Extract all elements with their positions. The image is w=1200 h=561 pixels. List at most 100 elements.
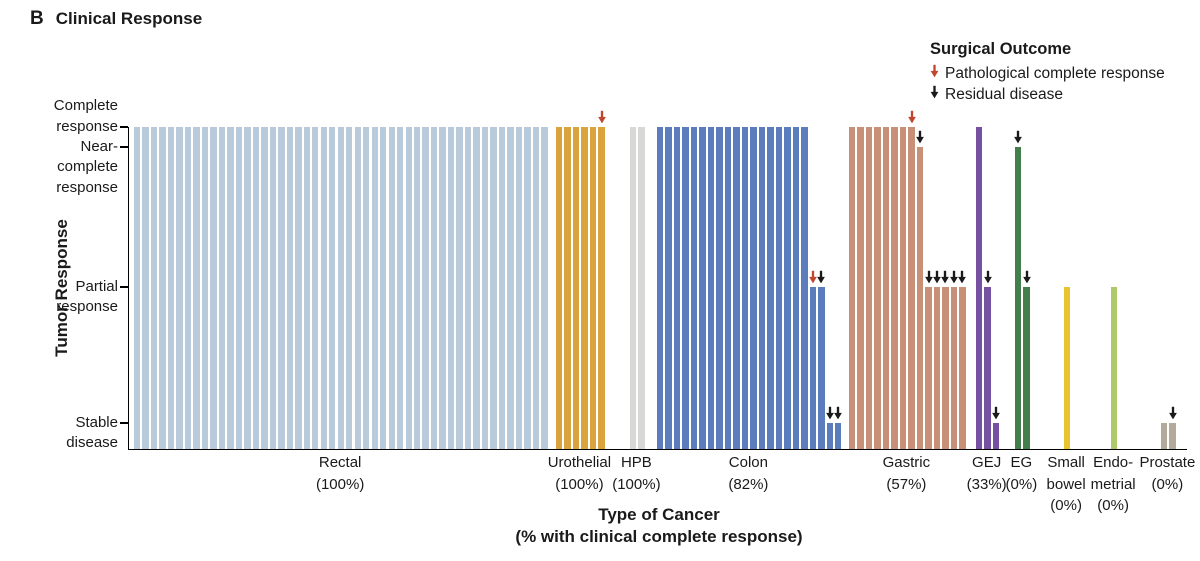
bar-group-small-bowel (1064, 287, 1071, 449)
response-bar-complete (261, 127, 268, 449)
response-bar-complete (767, 127, 774, 449)
response-bar-complete (865, 127, 873, 449)
x-category-label-line: bowel (1046, 475, 1086, 493)
response-bar-complete (201, 127, 209, 449)
down-arrow-icon (930, 64, 939, 78)
response-bar-complete (572, 127, 580, 449)
y-tick-label-line: complete (57, 158, 118, 176)
x-category-label-prostate: Prostate (0%) (1139, 452, 1195, 495)
x-category-label-line: Urothelial (547, 454, 612, 471)
y-tick-near_complete (120, 146, 128, 148)
y-tick-label-line: Stable (75, 413, 118, 431)
surgical-outcome-arrow-black (916, 130, 925, 144)
response-bar-partial (817, 270, 826, 449)
response-bar-complete (269, 127, 277, 449)
response-bar-complete (286, 127, 294, 449)
response-bar-complete (724, 127, 732, 449)
response-bar-partial (950, 270, 958, 449)
response-bar-complete (784, 127, 791, 449)
y-tick-label-line: Partial (75, 277, 118, 295)
surgical-outcome-arrow-black (924, 270, 933, 284)
response-bar-stable (1168, 406, 1177, 449)
surgical-outcome-arrow-black (932, 270, 941, 284)
x-category-label-line: (100%) (315, 475, 365, 493)
down-arrow-icon (1014, 130, 1023, 144)
down-arrow-icon (992, 406, 1000, 420)
panel-letter: B (30, 8, 44, 29)
response-bar-complete (899, 127, 907, 449)
response-bar-complete (758, 127, 766, 449)
response-bar-complete (252, 127, 260, 449)
response-bar-partial (941, 270, 950, 449)
x-category-label-colon: Colon (82%) (728, 452, 768, 495)
response-bar-complete (337, 127, 344, 449)
response-bar-partial (933, 270, 941, 449)
response-bar-complete (227, 127, 234, 449)
response-bar-complete (498, 127, 506, 449)
down-arrow-icon (950, 270, 958, 284)
response-bar-complete (597, 110, 606, 449)
surgical-outcome-arrow-red (808, 270, 817, 284)
response-bar-partial (1111, 287, 1118, 449)
y-tick-label-line: disease (66, 434, 118, 452)
legend-title: Surgical Outcome (930, 40, 1072, 58)
y-tick-label-stable: Stable disease (0, 413, 118, 454)
x-category-label-eg: EG (0%) (1006, 452, 1038, 495)
response-bar-complete (690, 127, 698, 449)
down-arrow-icon (958, 270, 967, 284)
response-bar-complete (295, 127, 302, 449)
y-tick-label-line: Near- (80, 137, 118, 155)
response-bar-complete (874, 127, 881, 449)
response-bar-complete (707, 127, 715, 449)
x-category-label-small-bowel: Small bowel (0%) (1047, 452, 1086, 517)
response-bar-complete (473, 127, 480, 449)
response-bar-complete (210, 127, 217, 449)
down-arrow-icon (924, 270, 933, 284)
response-bar-complete (235, 127, 243, 449)
response-bar-complete (741, 127, 749, 449)
response-bar-complete (891, 127, 898, 449)
response-bar-complete (159, 127, 166, 449)
x-category-label-line: (0%) (1151, 475, 1184, 493)
response-bar-complete (354, 127, 361, 449)
legend-item-label: Pathological complete response (945, 65, 1165, 82)
x-category-label-line: (0%) (1050, 497, 1082, 514)
y-tick-partial (120, 286, 128, 288)
response-bar-complete (464, 127, 472, 449)
x-axis-title-line1: Type of Cancer (598, 505, 720, 524)
response-bar-stable (1161, 422, 1168, 449)
response-bar-complete (329, 127, 336, 449)
x-category-label-line: (100%) (612, 475, 661, 493)
response-bar-complete (176, 127, 183, 449)
x-category-label-line: GEJ (972, 454, 1002, 471)
surgical-outcome-arrow-black (834, 406, 843, 420)
response-bar-complete (524, 127, 531, 449)
response-bar-complete (397, 127, 404, 449)
response-bar-stable (834, 406, 843, 449)
response-bar-complete (699, 127, 706, 449)
x-axis-title-line2: (% with clinical complete response) (515, 527, 803, 546)
surgical-outcome-arrow-black (825, 406, 834, 420)
x-category-label-hpb: HPB (100%) (612, 452, 660, 495)
bar-group-endometrial (1111, 287, 1118, 449)
bar-group-gastric (849, 110, 967, 449)
x-category-label-endometrial: Endo-metrial (0%) (1091, 452, 1136, 517)
bar-group-gej (976, 127, 1000, 449)
x-category-label-urothelial: Urothelial (100%) (548, 452, 611, 495)
response-bar-complete (564, 127, 571, 449)
x-category-label-rectal: Rectal (100%) (316, 452, 364, 495)
response-bar-complete (490, 127, 497, 449)
response-bar-complete (481, 127, 489, 449)
response-bar-complete (346, 127, 353, 449)
surgical-outcome-arrow-black (1014, 130, 1023, 144)
bar-group-colon (657, 127, 843, 449)
response-bar-complete (665, 127, 672, 449)
down-arrow-icon (1022, 270, 1031, 284)
response-bar-complete (849, 127, 856, 449)
surgical-outcome-arrow-black (817, 270, 826, 284)
x-category-label-gastric: Gastric (57%) (883, 452, 931, 495)
bar-group-rectal (134, 127, 548, 449)
response-bar-complete (218, 127, 226, 449)
down-arrow-icon (597, 110, 606, 124)
down-arrow-icon (941, 270, 950, 284)
